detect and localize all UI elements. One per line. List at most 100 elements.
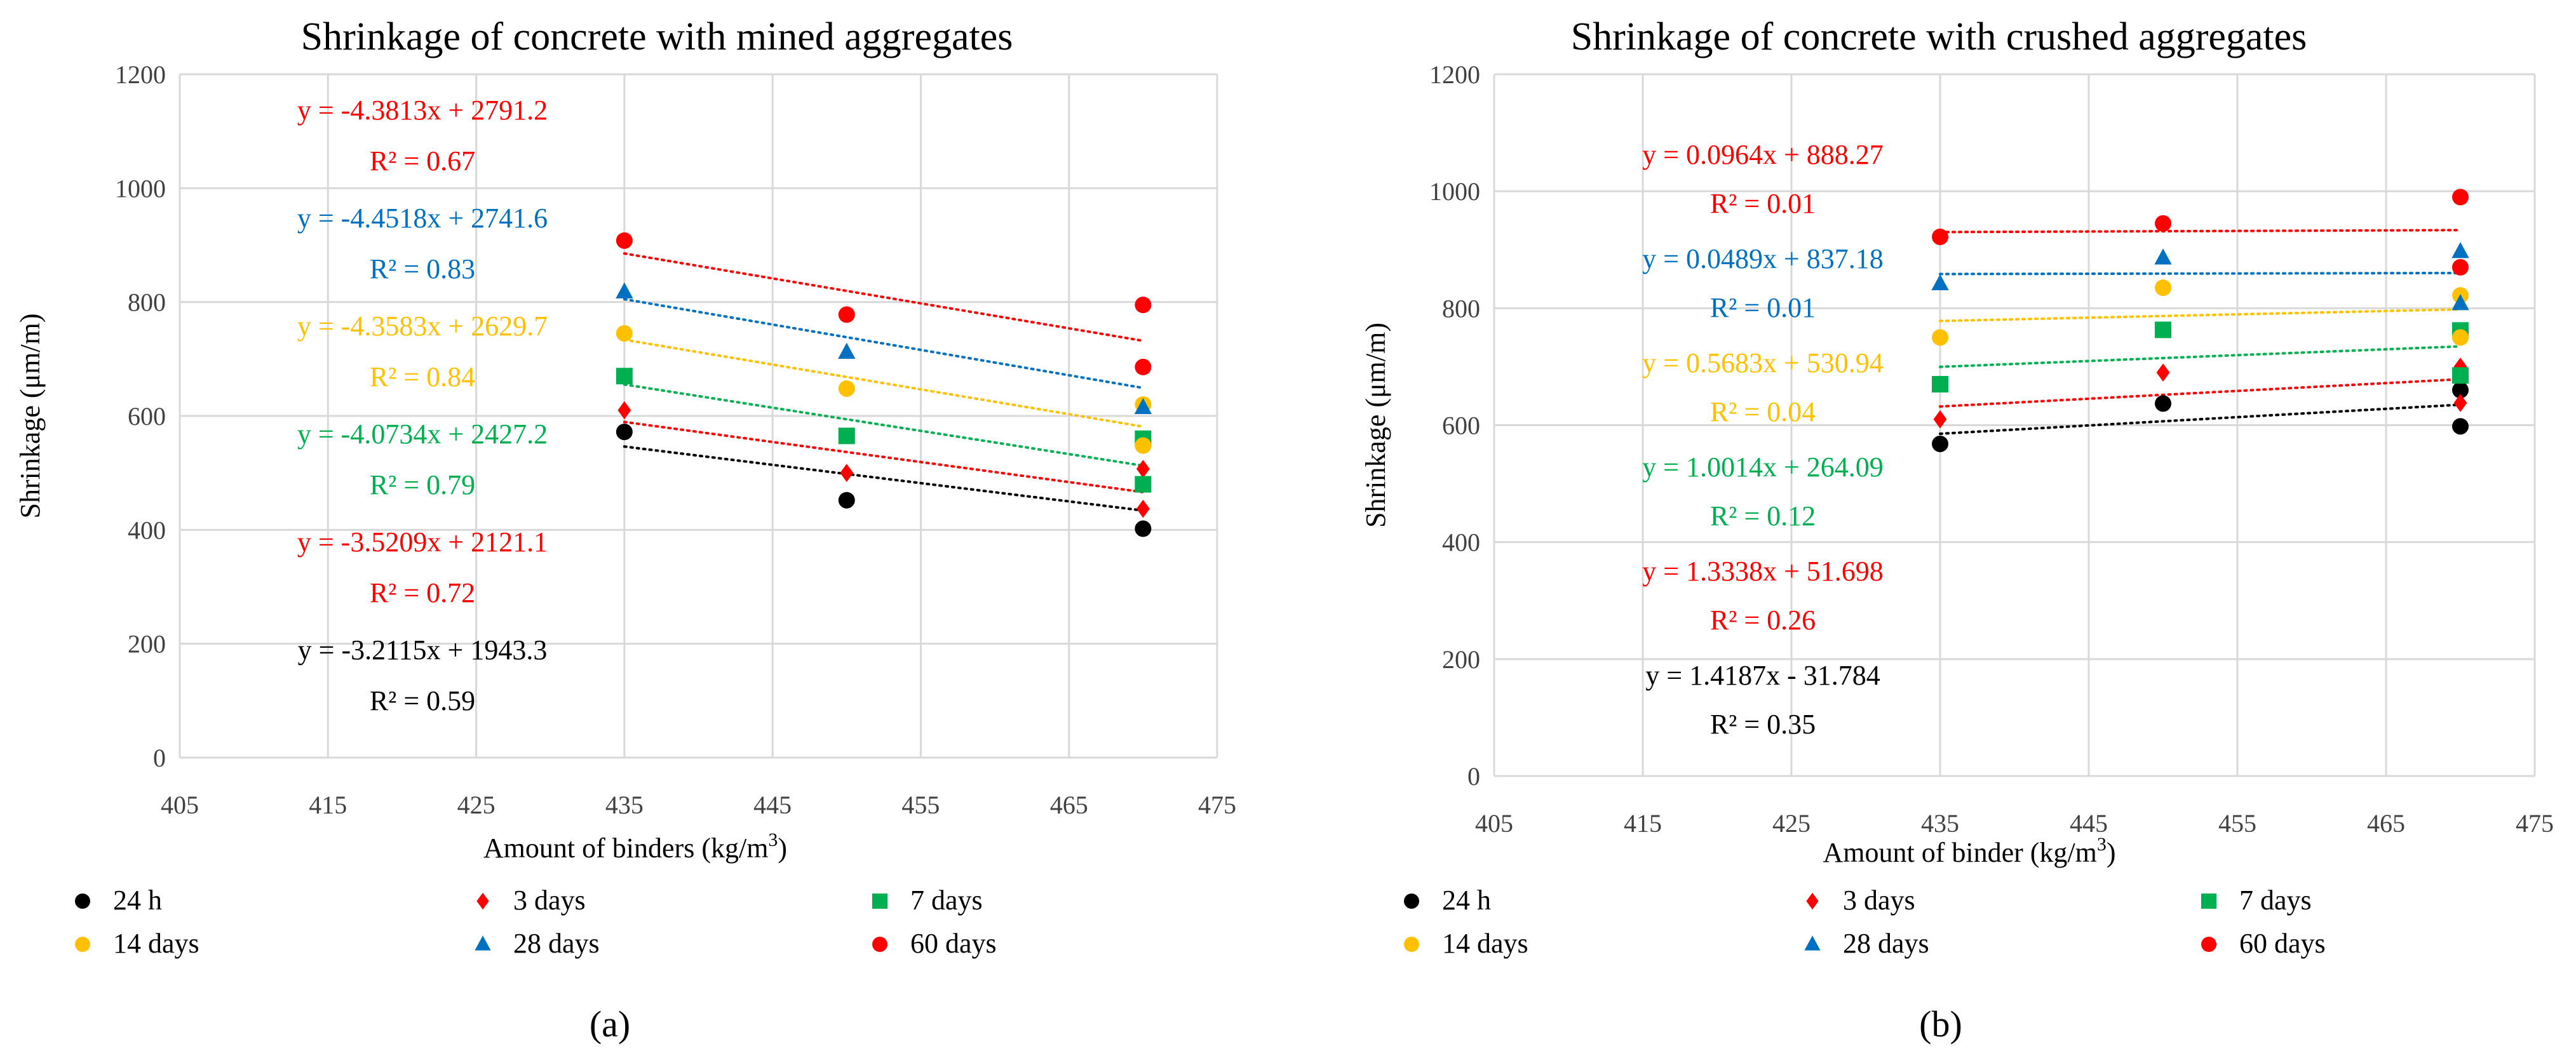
legend-label: 7 days — [2239, 885, 2312, 916]
x-tick-label: 425 — [457, 791, 496, 819]
x-tick-label: 405 — [1475, 809, 1513, 838]
y-axis-label: Shrinkage (μm/m) — [15, 314, 46, 519]
legend-marker — [2201, 937, 2216, 952]
x-tick-label: 415 — [309, 791, 347, 819]
x-tick-label: 445 — [753, 791, 792, 819]
trendline-60-days — [623, 252, 1145, 342]
trendline-24-h — [623, 445, 1145, 512]
x-axis-label-text: Amount of binder (kg/m — [1823, 837, 2096, 868]
data-point — [1932, 329, 1948, 346]
trend-equation: y = -4.3583x + 2629.7 — [297, 311, 548, 342]
legend: 24 h 3 days 7 days 14 days 28 days 60 days — [75, 885, 997, 959]
y-tick-label: 600 — [128, 402, 166, 431]
series-24-h — [616, 424, 1152, 537]
x-tick-label: 425 — [1772, 809, 1811, 838]
trend-equation: y = -4.3813x + 2791.2 — [297, 95, 548, 126]
series-14-days — [1932, 279, 2469, 346]
legend-marker — [872, 937, 887, 952]
data-point — [1134, 398, 1152, 414]
x-tick-label: 475 — [2516, 809, 2554, 838]
x-tick-label: 465 — [1050, 791, 1088, 819]
data-point — [1135, 297, 1152, 314]
legend-marker — [75, 937, 90, 952]
trendline-28-days — [623, 298, 1145, 389]
data-point — [1932, 435, 1948, 452]
y-tick-label: 1000 — [1429, 177, 1480, 206]
legend-marker — [75, 894, 90, 909]
series-60-days — [1932, 189, 2469, 276]
y-tick-label: 1200 — [115, 60, 166, 89]
data-point — [1135, 437, 1152, 454]
data-point — [2155, 279, 2171, 297]
data-point — [2154, 248, 2172, 265]
data-point — [840, 464, 854, 482]
data-point — [838, 342, 856, 359]
trend-r-squared: R² = 0.72 — [370, 577, 475, 608]
data-point — [617, 401, 631, 420]
x-tick-label: 455 — [901, 791, 940, 819]
data-point — [1135, 476, 1152, 493]
x-axis-label-text: Amount of binders (kg/m — [483, 833, 769, 864]
y-tick-label: 600 — [1442, 412, 1480, 440]
data-point — [2452, 367, 2469, 384]
trend-equation: y = -4.0734x + 2427.2 — [297, 419, 548, 450]
y-tick-label: 200 — [128, 630, 166, 659]
panel-label: (a) — [590, 1003, 630, 1045]
legend-label: 3 days — [513, 885, 586, 916]
legend-marker — [872, 894, 887, 909]
x-axis-label: Amount of binder (kg/m3) — [1823, 834, 2115, 868]
series-24-h — [1932, 382, 2469, 452]
data-point — [2452, 329, 2469, 346]
trend-r-squared: R² = 0.04 — [1710, 396, 1816, 427]
trendline-7-days — [623, 383, 1145, 467]
trend-r-squared: R² = 0.26 — [1710, 605, 1816, 636]
legend-marker — [1804, 935, 1821, 951]
data-point — [2451, 242, 2469, 258]
legend-label: 24 h — [1442, 885, 1491, 916]
series-28-days — [616, 282, 1152, 414]
legend-marker — [1806, 892, 1819, 910]
x-axis-label-end: ) — [2107, 837, 2116, 868]
chart-panel-1: Shrinkage of concrete with mined aggrega… — [15, 15, 1236, 1045]
data-point — [2452, 258, 2469, 276]
data-point — [1136, 499, 1150, 518]
trendline-14-days — [623, 338, 1145, 428]
data-point — [1931, 274, 1949, 291]
x-tick-label: 405 — [161, 791, 199, 819]
data-point — [1135, 520, 1152, 537]
data-point — [838, 306, 855, 323]
data-point — [838, 492, 855, 509]
trend-equation: y = 1.3338x + 51.698 — [1642, 556, 1884, 587]
panel-label: (b) — [1919, 1003, 1962, 1045]
legend-label: 14 days — [1442, 928, 1528, 959]
data-point — [2155, 395, 2171, 412]
legend-label: 28 days — [1843, 928, 1929, 959]
x-axis-label: Amount of binders (kg/m3) — [483, 829, 787, 864]
legend-label: 60 days — [910, 928, 997, 959]
trend-equation: y = 0.5683x + 530.94 — [1642, 347, 1884, 378]
legend-marker — [1404, 937, 1419, 952]
x-tick-label: 435 — [1921, 809, 1959, 838]
x-tick-label: 445 — [2070, 809, 2108, 838]
trend-r-squared: R² = 0.84 — [370, 361, 475, 392]
y-tick-label: 800 — [128, 288, 166, 317]
series-7-days — [616, 368, 1152, 493]
data-point — [2156, 363, 2170, 382]
x-axis-label-end: ) — [778, 833, 787, 864]
legend-label: 7 days — [910, 885, 983, 916]
gridlines — [179, 73, 1218, 759]
trendline-3-days — [623, 420, 1145, 493]
x-tick-label: 435 — [605, 791, 644, 819]
trend-r-squared: R² = 0.12 — [1710, 500, 1816, 532]
trendline-3-days — [1939, 378, 2462, 408]
chart-title: Shrinkage of concrete with crushed aggre… — [1571, 15, 2307, 58]
legend-label: 24 h — [113, 885, 162, 916]
legend-label: 28 days — [513, 928, 600, 959]
trend-r-squared: R² = 0.35 — [1710, 709, 1816, 740]
y-tick-label: 400 — [128, 516, 166, 544]
gridlines — [1493, 73, 2536, 777]
trend-r-squared: R² = 0.83 — [370, 253, 475, 285]
data-point — [1932, 228, 1948, 245]
chart-title: Shrinkage of concrete with mined aggrega… — [301, 15, 1013, 58]
